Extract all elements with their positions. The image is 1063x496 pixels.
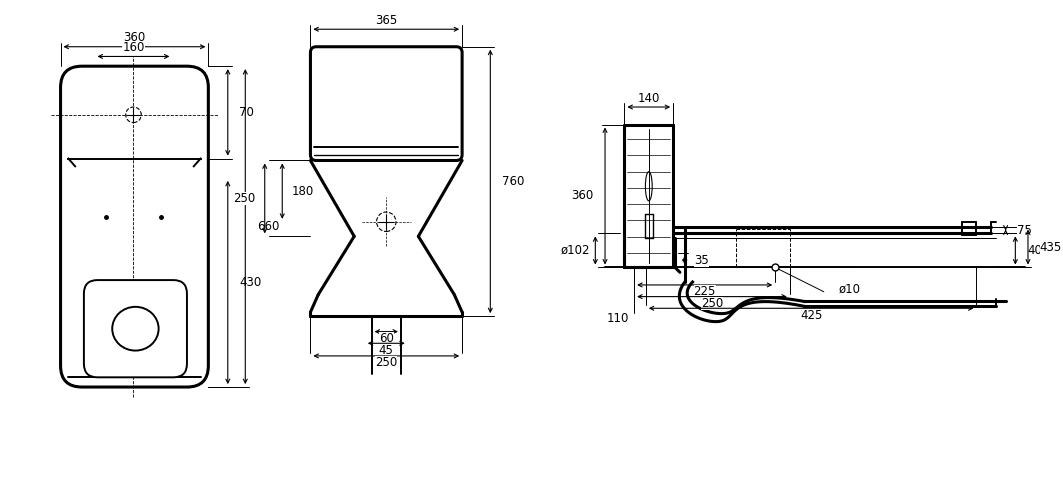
Text: 360: 360 — [123, 31, 146, 45]
Text: 250: 250 — [233, 192, 255, 205]
Text: 365: 365 — [375, 14, 398, 27]
Text: 35: 35 — [694, 253, 709, 267]
Text: ø10: ø10 — [839, 282, 860, 295]
Text: 180: 180 — [292, 185, 315, 197]
Text: 425: 425 — [800, 309, 823, 321]
FancyBboxPatch shape — [310, 47, 462, 161]
Text: 70: 70 — [239, 106, 254, 119]
Text: 110: 110 — [607, 311, 629, 324]
Text: 760: 760 — [502, 175, 524, 188]
Text: 140: 140 — [638, 92, 660, 105]
Text: 400: 400 — [1027, 244, 1049, 257]
Text: 60: 60 — [378, 332, 393, 345]
FancyBboxPatch shape — [61, 66, 208, 387]
Text: 250: 250 — [375, 356, 398, 369]
Text: 45: 45 — [378, 344, 393, 357]
FancyBboxPatch shape — [84, 280, 187, 377]
Text: 435: 435 — [1040, 241, 1062, 253]
Text: 225: 225 — [693, 285, 715, 298]
Text: 660: 660 — [257, 220, 280, 233]
Text: 360: 360 — [571, 189, 593, 202]
Text: 160: 160 — [122, 41, 145, 54]
Text: ø102: ø102 — [561, 244, 590, 257]
Text: 250: 250 — [701, 297, 723, 310]
Text: 430: 430 — [239, 276, 261, 289]
Text: 75: 75 — [1017, 224, 1032, 237]
